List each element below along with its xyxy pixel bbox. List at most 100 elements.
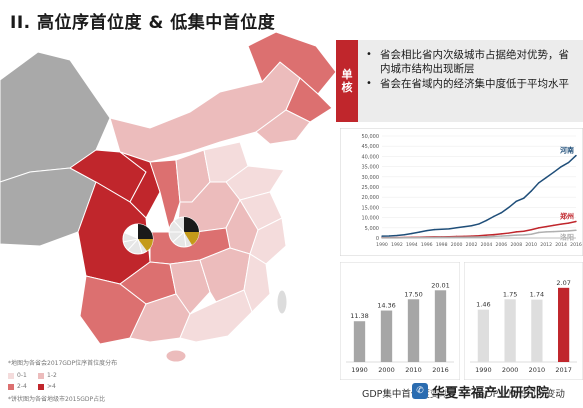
line-point xyxy=(448,236,450,239)
series-label: 郑州 xyxy=(560,211,574,220)
bar xyxy=(477,309,489,362)
line-point xyxy=(552,224,555,227)
x-tick-label: 2010 xyxy=(525,242,537,248)
china-gdp-primacy-map xyxy=(0,31,345,363)
line-point xyxy=(523,230,525,232)
bullet-dot-icon: • xyxy=(366,49,372,60)
bar-category-label: 2010 xyxy=(405,366,422,374)
line-point xyxy=(470,236,473,238)
line-point xyxy=(508,234,510,237)
bar-category-label: 1990 xyxy=(475,366,492,374)
bar-value-label: 11.38 xyxy=(350,312,369,320)
x-tick-label: 1994 xyxy=(406,242,418,248)
line-point xyxy=(388,237,391,239)
line-point xyxy=(545,225,547,228)
map-region-taiwan xyxy=(276,289,288,315)
line-point xyxy=(537,227,540,229)
line-point xyxy=(560,230,562,233)
gdp-concentration-bar-chart: 11.38 1990 14.36 2000 17.50 2010 20.01 2016 xyxy=(339,261,461,381)
x-tick-label: 2006 xyxy=(496,242,508,248)
line-point xyxy=(440,228,443,230)
line-point xyxy=(440,236,443,239)
bar-value-label: 17.50 xyxy=(404,290,423,298)
line-point xyxy=(396,234,398,237)
line-point xyxy=(381,237,383,239)
line-point xyxy=(463,226,465,228)
line-point xyxy=(575,154,577,157)
bar-category-label: 2010 xyxy=(529,366,546,374)
bar-chart-caption-left: GDP集中首位度变动 xyxy=(362,389,449,400)
line-point xyxy=(493,233,495,236)
legend-swatch xyxy=(38,372,44,379)
y-tick-label: 20,000 xyxy=(362,195,380,201)
y-tick-label: 15,000 xyxy=(362,205,380,211)
line-point xyxy=(418,236,421,239)
x-tick-label: 1998 xyxy=(436,242,448,248)
callout-tab-char: 单 xyxy=(341,68,353,81)
line-point xyxy=(403,237,406,239)
x-tick-label: 2012 xyxy=(540,242,552,248)
map-region-shaanxi xyxy=(149,159,181,234)
line-chart-frame xyxy=(339,127,583,257)
line-point xyxy=(500,212,503,214)
legend-label: 0-1 xyxy=(17,372,27,379)
bar xyxy=(558,287,570,362)
legend-label: >4 xyxy=(47,383,56,390)
bar-chart-svg: 1.46 1990 1.75 2000 1.74 2010 2.07 2017 xyxy=(463,261,583,381)
line-point xyxy=(500,235,503,237)
y-tick-label: 5,000 xyxy=(365,226,379,232)
line-point xyxy=(478,223,480,225)
line-point xyxy=(552,171,555,174)
callout-body: • 省会相比省内次级城市占据绝对优势，省内城市结构出现断层 • 省会在省域内的经… xyxy=(358,40,583,122)
bar-value-label: 1.75 xyxy=(503,290,517,298)
line-point xyxy=(567,222,570,224)
line-point xyxy=(433,236,435,239)
y-tick-label: 40,000 xyxy=(362,154,380,160)
x-tick-label: 2000 xyxy=(451,242,463,248)
bar xyxy=(380,310,393,362)
line-point xyxy=(381,235,383,237)
bar xyxy=(407,299,420,362)
line-point xyxy=(508,206,510,209)
map-region-hunan xyxy=(169,259,211,315)
legend-label: 1-2 xyxy=(47,372,57,379)
line-point xyxy=(530,233,532,235)
line-point xyxy=(567,161,570,164)
x-tick-label: 2008 xyxy=(510,242,522,248)
line-point xyxy=(403,234,406,236)
line-point xyxy=(523,234,525,236)
line-point xyxy=(485,219,488,222)
line-point xyxy=(448,228,450,230)
map-region-guangdong xyxy=(179,289,253,343)
pie-chart-province-a xyxy=(122,223,154,255)
line-point xyxy=(411,232,413,235)
line-point xyxy=(575,220,577,223)
line-point xyxy=(493,235,495,238)
callout-tab: 单 核 xyxy=(336,40,358,122)
line-point xyxy=(508,232,510,234)
line-point xyxy=(575,229,577,231)
line-point xyxy=(426,229,428,232)
single-core-callout: 单 核 • 省会相比省内次级城市占据绝对优势，省内城市结构出现断层 • 省会在省… xyxy=(336,40,583,122)
line-point xyxy=(537,231,540,234)
legend-swatch xyxy=(38,383,44,390)
line-point xyxy=(545,231,547,233)
x-tick-label: 1996 xyxy=(421,242,433,248)
line-point xyxy=(567,230,570,232)
pie-chart-province-b xyxy=(168,216,200,248)
x-tick-label: 2014 xyxy=(555,242,567,248)
callout-bullet: • 省会相比省内次级城市占据绝对优势，省内城市结构出现断层 xyxy=(366,48,577,76)
x-tick-label: 2002 xyxy=(466,242,478,248)
bar xyxy=(434,290,447,362)
bar-value-label: 14.36 xyxy=(377,302,396,310)
bar-category-label: 2016 xyxy=(432,366,449,374)
bar-category-label: 2017 xyxy=(555,366,572,374)
map-region-liaoning xyxy=(255,109,311,145)
bar xyxy=(531,299,543,362)
line-point xyxy=(396,237,398,239)
x-tick-label: 1992 xyxy=(391,242,403,248)
map-region-inner-mongolia xyxy=(109,61,301,163)
line-point xyxy=(515,231,518,233)
line-point xyxy=(455,227,458,229)
line-point xyxy=(418,231,421,233)
